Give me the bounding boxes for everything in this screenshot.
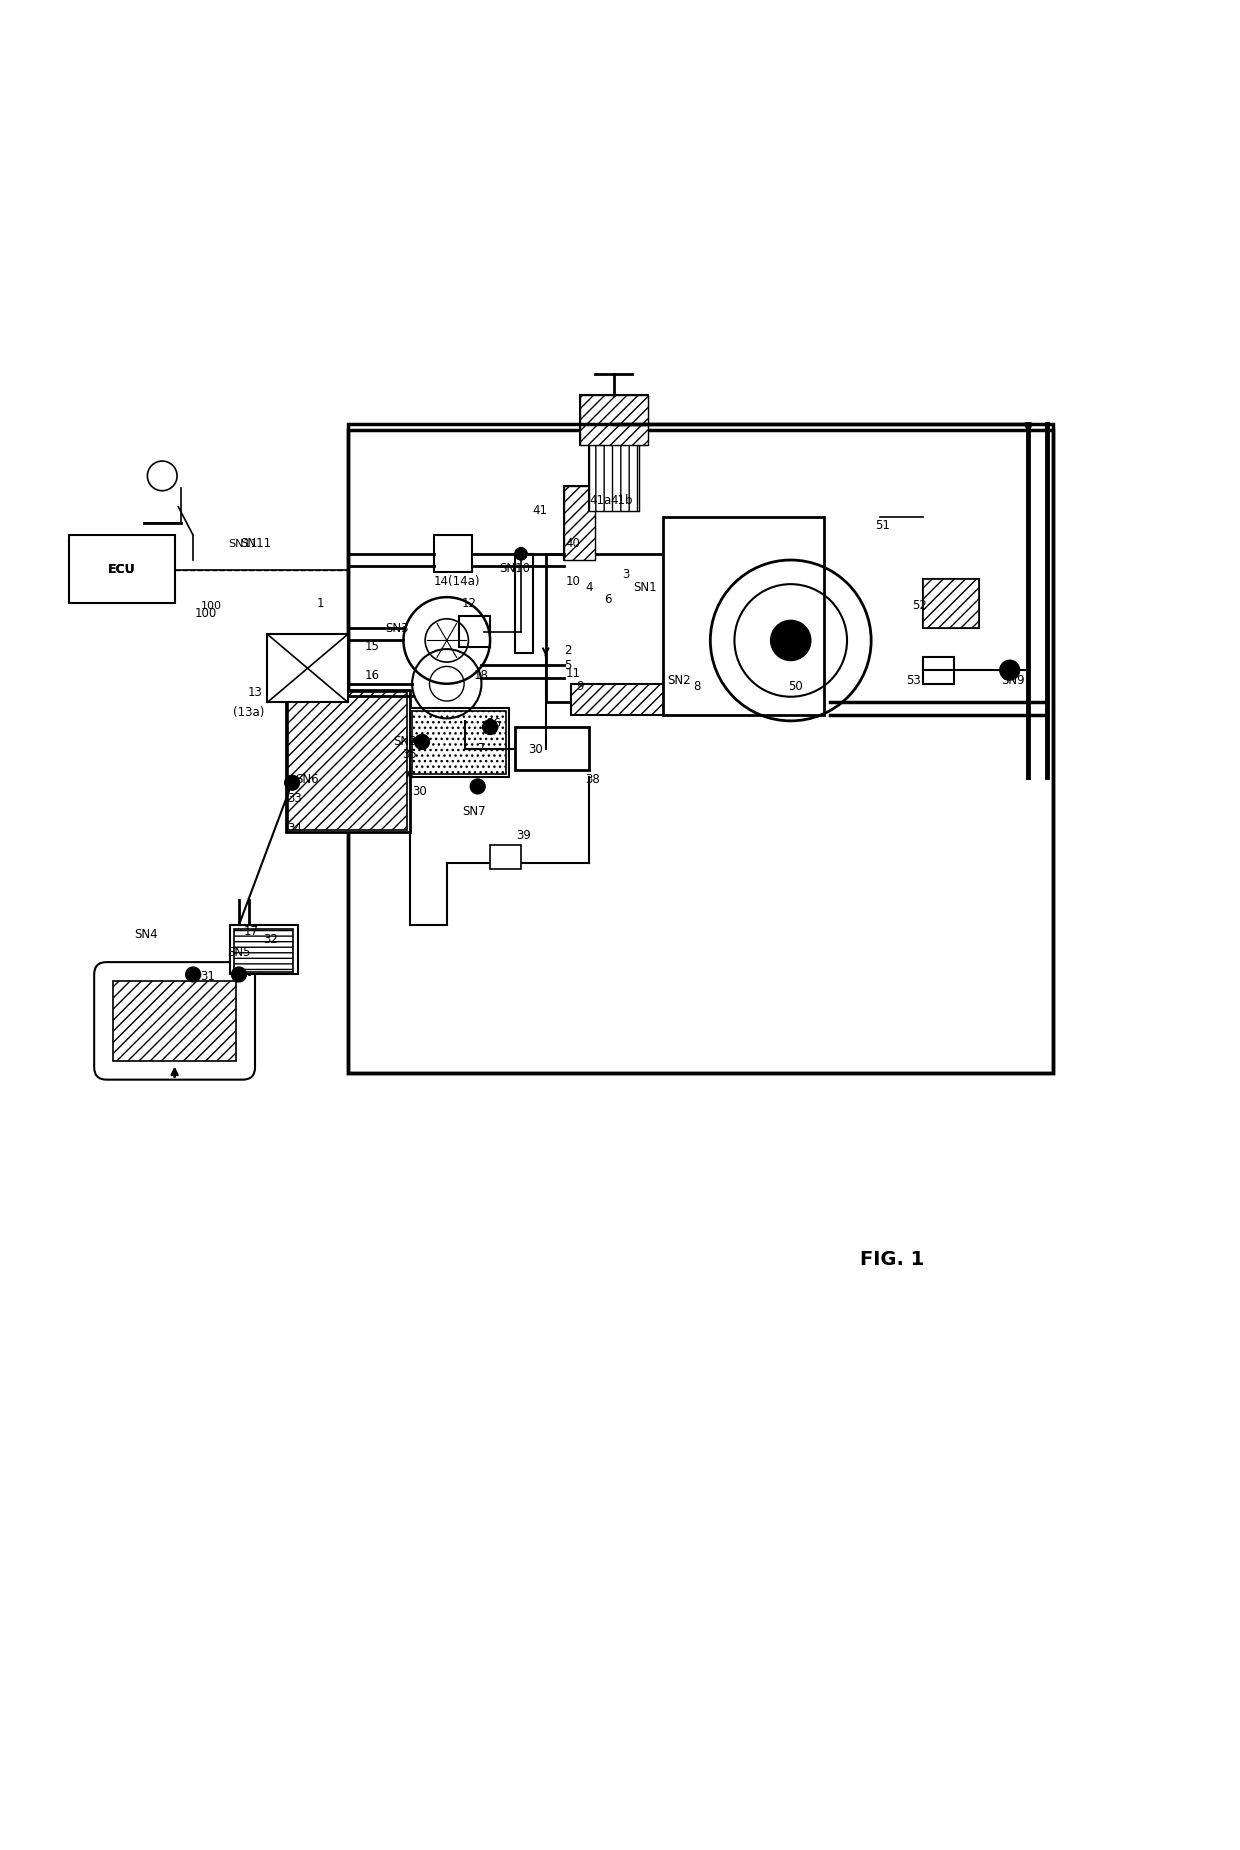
Bar — [412, 710, 506, 773]
Text: (13a): (13a) — [233, 705, 264, 718]
Text: 3: 3 — [622, 568, 630, 581]
Circle shape — [414, 734, 429, 749]
Text: 51: 51 — [875, 518, 890, 533]
Text: 5: 5 — [564, 659, 572, 672]
Circle shape — [482, 720, 497, 734]
Bar — [515, 727, 589, 770]
Bar — [570, 684, 694, 714]
Bar — [459, 616, 490, 648]
Circle shape — [515, 548, 527, 561]
Text: 6: 6 — [604, 594, 611, 607]
Text: SN2: SN2 — [667, 673, 691, 686]
Bar — [234, 929, 294, 971]
Text: SN1: SN1 — [632, 581, 656, 594]
Bar — [923, 657, 954, 684]
Text: 41: 41 — [532, 503, 547, 516]
Text: 31: 31 — [201, 971, 216, 984]
Text: 41a: 41a — [589, 494, 611, 507]
Text: 8: 8 — [693, 679, 701, 692]
Bar — [546, 553, 719, 703]
Text: SN7: SN7 — [463, 805, 486, 818]
Text: 4: 4 — [585, 581, 593, 594]
Text: SN5: SN5 — [227, 945, 250, 958]
Bar — [564, 487, 595, 561]
Circle shape — [470, 779, 485, 794]
Bar — [564, 487, 595, 561]
Circle shape — [285, 775, 300, 790]
Text: 7: 7 — [774, 642, 781, 655]
Text: 39: 39 — [516, 829, 531, 842]
Text: SN10: SN10 — [500, 562, 531, 575]
Bar — [409, 709, 508, 777]
Text: 50: 50 — [789, 679, 804, 692]
Bar — [289, 692, 407, 831]
Bar — [589, 442, 639, 511]
Text: SN8: SN8 — [393, 736, 417, 749]
Bar — [231, 925, 299, 975]
Text: 35: 35 — [402, 747, 417, 760]
Bar — [923, 579, 978, 627]
Text: ECU: ECU — [108, 564, 135, 577]
Bar — [589, 442, 639, 511]
Text: 15: 15 — [365, 640, 379, 653]
Bar — [434, 535, 471, 572]
Bar — [923, 579, 978, 627]
Text: 40: 40 — [565, 538, 580, 551]
Text: ECU: ECU — [108, 564, 135, 577]
Text: 34: 34 — [288, 821, 303, 834]
Text: 30: 30 — [412, 784, 427, 797]
Text: 17: 17 — [244, 925, 259, 938]
Bar — [663, 516, 825, 714]
Bar — [347, 429, 1053, 1073]
Bar — [580, 396, 649, 446]
Bar — [286, 690, 409, 832]
Text: 41b: 41b — [610, 494, 632, 507]
Text: 2: 2 — [564, 644, 572, 657]
FancyBboxPatch shape — [94, 962, 255, 1080]
Bar — [268, 635, 347, 703]
Text: SN3: SN3 — [386, 622, 409, 635]
Text: 38: 38 — [585, 773, 600, 786]
Text: SN6: SN6 — [295, 773, 319, 786]
Text: 13: 13 — [248, 686, 263, 699]
Text: 10: 10 — [565, 575, 580, 588]
Text: 16: 16 — [365, 668, 379, 681]
Text: 1: 1 — [317, 598, 325, 611]
Text: 100: 100 — [195, 607, 217, 620]
Bar — [113, 980, 237, 1062]
Text: SN9: SN9 — [1002, 673, 1025, 686]
Text: 7: 7 — [477, 742, 485, 755]
Text: 32: 32 — [264, 934, 279, 947]
Bar — [490, 845, 521, 870]
Text: SN11: SN11 — [241, 538, 272, 551]
Text: 11: 11 — [565, 668, 580, 681]
Circle shape — [186, 968, 201, 982]
Circle shape — [781, 631, 801, 651]
Text: 14(14a): 14(14a) — [434, 575, 480, 588]
Text: FIG. 1: FIG. 1 — [861, 1249, 924, 1269]
Text: 9: 9 — [577, 679, 584, 692]
Circle shape — [999, 660, 1019, 681]
Circle shape — [232, 968, 247, 982]
Bar — [515, 553, 533, 653]
Text: 18: 18 — [474, 668, 489, 681]
Text: 12: 12 — [461, 598, 476, 611]
Text: SN11: SN11 — [228, 538, 258, 549]
Text: 100: 100 — [201, 601, 222, 610]
Text: 52: 52 — [911, 599, 926, 612]
Text: 36: 36 — [486, 716, 501, 731]
Circle shape — [770, 620, 811, 660]
Bar — [580, 396, 649, 446]
Bar — [347, 424, 1053, 1073]
Text: 30: 30 — [528, 744, 543, 757]
Text: 33: 33 — [288, 792, 303, 805]
Bar — [69, 535, 175, 603]
Text: SN4: SN4 — [134, 929, 157, 942]
Text: 53: 53 — [906, 673, 920, 686]
